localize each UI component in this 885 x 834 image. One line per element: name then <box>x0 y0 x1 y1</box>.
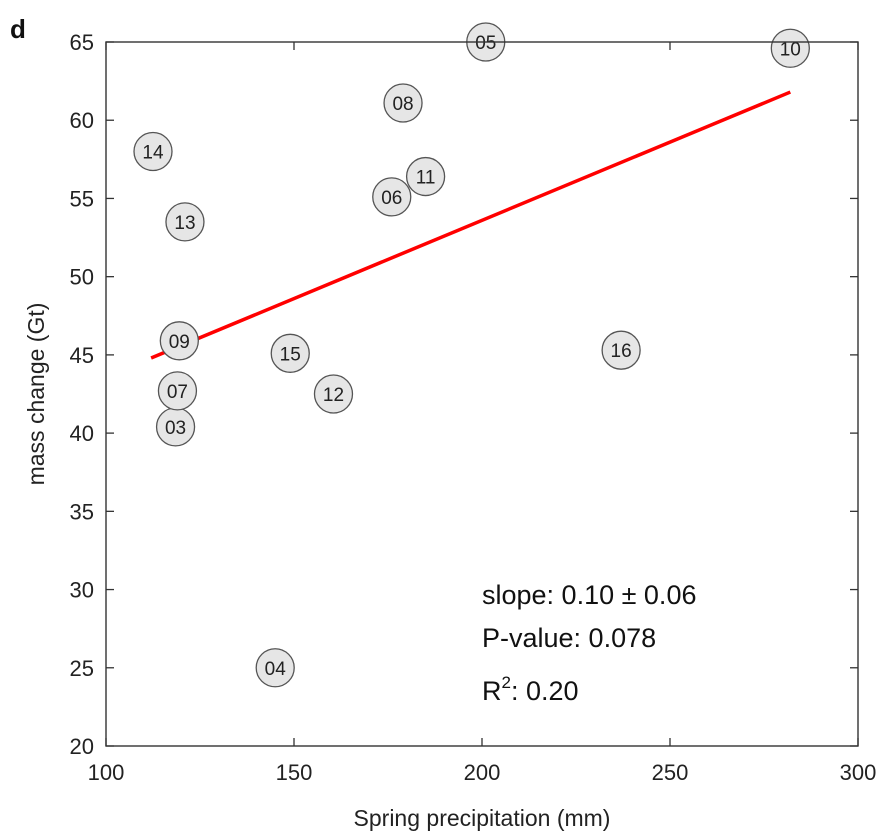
y-tick-label: 35 <box>70 499 94 524</box>
point-marker <box>405 156 446 197</box>
y-tick-label: 20 <box>70 734 94 759</box>
y-tick-label: 45 <box>70 343 94 368</box>
plot-frame <box>105 41 859 747</box>
trend-line <box>150 90 791 360</box>
point-label: 15 <box>280 344 301 365</box>
data-point: 13 <box>165 202 205 242</box>
r2-superscript: 2 <box>502 673 511 692</box>
data-point: 06 <box>372 177 412 217</box>
pvalue-annotation: P-value: 0.078 <box>482 623 656 653</box>
point-label: 04 <box>265 659 287 680</box>
point-marker <box>270 333 310 373</box>
point-label: 07 <box>167 382 188 403</box>
data-point: 14 <box>133 131 173 172</box>
panel-label: d <box>10 14 26 44</box>
data-point: 08 <box>383 83 423 123</box>
y-tick-label: 25 <box>70 656 94 681</box>
x-tick-label: 200 <box>464 760 501 785</box>
x-tick-label: 250 <box>652 760 689 785</box>
r2-value: : 0.20 <box>511 676 579 706</box>
y-tick-label: 40 <box>70 421 94 446</box>
r2-prefix: R <box>482 676 502 706</box>
point-marker <box>255 648 295 688</box>
y-axis-label: mass change (Gt) <box>23 303 49 486</box>
data-point: 03 <box>155 407 196 447</box>
point-label: 08 <box>392 94 413 115</box>
point-label: 13 <box>174 213 195 234</box>
x-tick-label: 150 <box>276 760 313 785</box>
point-label: 10 <box>780 39 801 60</box>
point-label: 05 <box>475 33 496 54</box>
data-point: 16 <box>601 330 641 370</box>
point-marker <box>159 321 199 361</box>
point-label: 16 <box>611 341 632 362</box>
data-point: 09 <box>159 321 199 361</box>
point-marker <box>157 371 198 411</box>
r2-annotation: R2: 0.20 <box>482 673 579 706</box>
x-tick-label: 300 <box>840 760 877 785</box>
x-axis-label: Spring precipitation (mm) <box>354 805 611 831</box>
point-label: 11 <box>416 168 436 189</box>
y-tick-label: 65 <box>70 30 94 55</box>
point-label: 12 <box>323 385 344 406</box>
slope-annotation: slope: 0.10 ± 0.06 <box>482 580 696 610</box>
point-marker <box>372 177 412 217</box>
point-label: 06 <box>381 188 402 209</box>
point-marker <box>165 202 205 242</box>
point-label: 03 <box>165 418 186 439</box>
x-axis-ticks: 100 150 200 250 300 <box>88 42 877 785</box>
data-point: 04 <box>255 648 295 688</box>
data-points: 03 04 05 06 07 08 09 10 11 12 13 14 15 16 <box>133 22 810 688</box>
data-point: 11 <box>405 156 446 197</box>
point-marker <box>770 28 810 68</box>
data-point: 07 <box>157 371 198 411</box>
data-point: 15 <box>270 333 310 373</box>
point-marker <box>601 330 641 370</box>
y-tick-label: 30 <box>70 578 94 603</box>
y-tick-label: 60 <box>70 108 94 133</box>
data-point: 12 <box>313 374 354 414</box>
y-tick-label: 50 <box>70 265 94 290</box>
point-label: 09 <box>169 332 190 353</box>
y-axis-ticks: 20 25 30 35 40 45 50 55 60 65 <box>70 30 858 759</box>
data-point: 10 <box>770 28 810 68</box>
point-marker <box>133 131 173 172</box>
point-marker <box>383 83 423 123</box>
point-marker <box>313 374 354 414</box>
point-label: 14 <box>142 143 164 164</box>
x-tick-label: 100 <box>88 760 125 785</box>
y-tick-label: 55 <box>70 186 94 211</box>
